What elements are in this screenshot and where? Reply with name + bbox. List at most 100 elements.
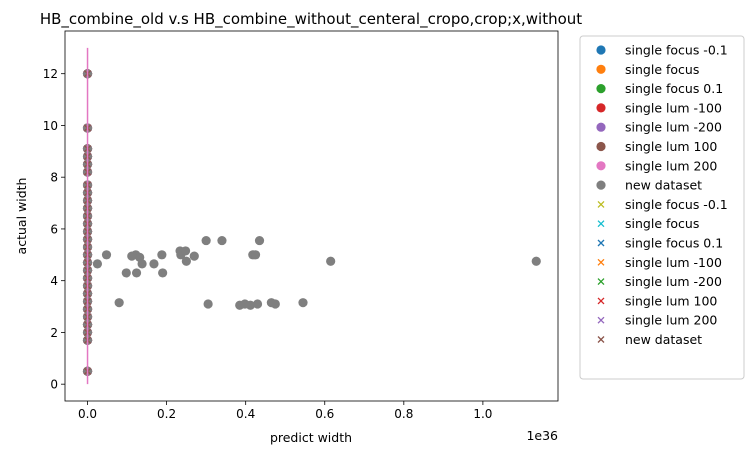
legend-marker-circle: [596, 45, 606, 55]
legend-marker-x-stroke: [597, 278, 605, 286]
point-new-dataset: [137, 259, 147, 269]
legend-entry: single lum 200: [596, 158, 717, 173]
legend-entry: single lum -200: [597, 274, 722, 289]
point-new-dataset: [101, 250, 112, 260]
legend-label: single focus -0.1: [625, 43, 728, 58]
legend-label: single lum -200: [625, 274, 722, 289]
y-tick-label: 4: [50, 274, 58, 288]
legend-label: single lum -100: [625, 255, 722, 270]
x-tick-label: 0.2: [157, 407, 176, 421]
legend-label: single lum -100: [625, 100, 722, 115]
legend-label: single focus: [625, 62, 699, 77]
point-new-dataset: [217, 235, 227, 246]
point-new-dataset: [270, 299, 280, 309]
legend-entry: new dataset: [597, 332, 702, 347]
point-new-dataset: [298, 298, 308, 308]
point-new-dataset: [245, 300, 256, 310]
legend-entry: new dataset: [596, 178, 702, 193]
y-tick-label: 12: [43, 67, 58, 81]
x-tick-label: 0.0: [78, 407, 97, 421]
legend-marker-x-stroke: [597, 258, 605, 266]
legend-marker-x: [597, 200, 605, 208]
legend-entry: single focus: [597, 216, 699, 231]
legend-marker-circle: [596, 84, 606, 94]
x-tick-label: 1.0: [473, 407, 492, 421]
point-new-dataset: [203, 299, 213, 309]
legend-entry: single focus 0.1: [597, 236, 723, 251]
legend-entry: single focus: [596, 62, 699, 77]
point-new-dataset: [92, 259, 103, 269]
legend-label: single lum -200: [625, 120, 722, 135]
point-new-dataset: [157, 250, 167, 260]
legend-entry: single focus -0.1: [597, 197, 728, 212]
legend-entries: single focus -0.1 single focus single focu…: [596, 43, 728, 347]
chart-title: HB_combine_old v.s HB_combine_without_ce…: [40, 10, 582, 29]
legend-marker-x: [597, 297, 605, 305]
x-axis: 0.0 0.2 0.4 0.6 0.8 1.0: [78, 401, 492, 421]
data-points: [82, 69, 541, 376]
legend-label: single lum 100: [625, 293, 717, 308]
legend-entry: single focus -0.1: [596, 43, 728, 58]
legend-label: new dataset: [625, 178, 702, 193]
legend-entry: single lum -100: [597, 255, 722, 270]
point-new-dataset: [254, 235, 265, 246]
y-tick-label: 8: [50, 171, 58, 185]
legend-marker-x: [597, 220, 605, 228]
legend-entry: single lum -100: [596, 100, 722, 115]
legend-marker-x: [597, 278, 605, 286]
point-new-dataset: [181, 256, 191, 266]
legend-label: single focus 0.1: [625, 236, 723, 251]
x-tick-label: 0.8: [394, 407, 413, 421]
point-new-dataset: [326, 256, 336, 266]
legend-marker-x: [597, 258, 605, 266]
y-tick-label: 6: [50, 222, 58, 236]
point-new-dataset: [531, 256, 541, 266]
legend-marker-x-stroke: [597, 297, 605, 305]
point-new-dataset: [158, 268, 168, 278]
legend-entry: single lum 100: [596, 139, 717, 154]
legend-label: single focus: [625, 216, 699, 231]
y-axis: 0 2 4 6 8 10 12: [43, 67, 65, 392]
legend-label: single lum 200: [625, 158, 717, 173]
point-new-dataset: [201, 235, 211, 246]
legend-entry: single lum -200: [596, 120, 722, 135]
point-new-dataset: [189, 251, 199, 261]
y-tick-label: 10: [43, 119, 58, 133]
legend-marker-x: [597, 239, 605, 247]
legend-label: single lum 100: [625, 139, 717, 154]
point-new-dataset: [149, 259, 159, 269]
x-tick-label: 0.6: [315, 407, 334, 421]
legend-label: new dataset: [625, 332, 702, 347]
legend-label: single focus -0.1: [625, 197, 728, 212]
point-new-dataset: [250, 250, 261, 260]
legend-marker-x-stroke: [597, 200, 605, 208]
plot-frame: [64, 30, 559, 402]
legend-frame: [579, 35, 745, 380]
legend-entry: single focus 0.1: [596, 81, 723, 96]
legend-marker-circle: [596, 141, 606, 152]
legend-marker-circle: [596, 180, 606, 190]
y-tick-label: 0: [50, 378, 58, 392]
legend-entry: single lum 100: [597, 293, 717, 308]
x-offset-text: 1e36: [526, 428, 558, 443]
legend-marker-circle: [596, 161, 606, 171]
point-new-dataset: [180, 246, 191, 256]
legend-entry: single lum 200: [597, 313, 717, 328]
plot-area: [64, 30, 559, 402]
legend-marker-x-stroke: [597, 220, 605, 228]
legend-marker-circle: [596, 103, 606, 113]
legend-marker-x-stroke: [597, 239, 605, 247]
legend-marker-x: [597, 316, 605, 324]
legend-marker-circle: [596, 64, 606, 74]
x-axis-label: predict width: [270, 430, 352, 445]
legend-marker-x: [597, 336, 605, 343]
legend-marker-x-stroke: [597, 316, 605, 324]
legend-marker-x-stroke: [597, 336, 605, 343]
legend-label: single focus 0.1: [625, 81, 723, 96]
legend-marker-circle: [596, 122, 606, 132]
legend-label: single lum 200: [625, 313, 717, 328]
x-tick-label: 0.4: [236, 407, 255, 421]
point-new-dataset: [252, 299, 263, 309]
point-new-dataset: [131, 268, 142, 278]
